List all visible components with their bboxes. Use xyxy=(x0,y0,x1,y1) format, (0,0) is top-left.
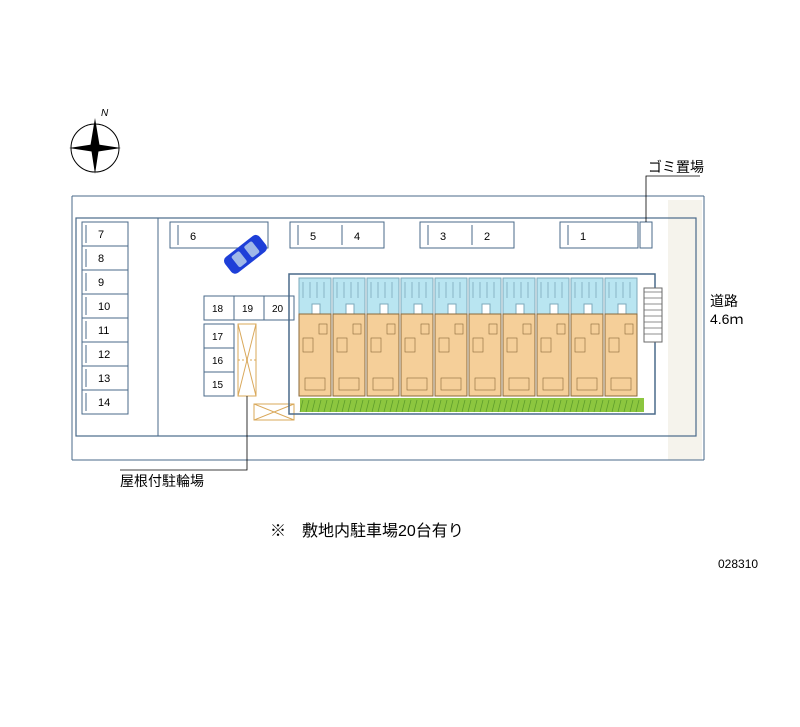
parking-note: ※ 敷地内駐車場20台有り xyxy=(270,521,464,540)
parking-number: 13 xyxy=(98,373,110,385)
parking-space-left xyxy=(82,246,128,270)
bike-parking xyxy=(238,324,294,420)
parking-number: 15 xyxy=(212,380,224,391)
leader-line xyxy=(120,396,247,470)
unit xyxy=(333,278,365,396)
unit xyxy=(605,278,637,396)
parking-bay-top xyxy=(560,222,638,248)
parking-bay-top xyxy=(290,222,384,248)
parking-number: 3 xyxy=(440,231,446,243)
unit xyxy=(299,278,331,396)
parking-number: 10 xyxy=(98,301,110,313)
plan-id: 028310 xyxy=(718,557,758,571)
unit xyxy=(571,278,603,396)
parking-number: 11 xyxy=(98,325,109,337)
unit xyxy=(537,278,569,396)
unit xyxy=(469,278,501,396)
road-right xyxy=(668,200,702,460)
parking-number: 2 xyxy=(484,231,490,243)
parking-space-left xyxy=(82,270,128,294)
road-label: 道路 xyxy=(710,293,738,309)
bike-parking-label: 屋根付駐輪場 xyxy=(120,473,204,489)
parking-space-left xyxy=(82,222,128,246)
unit xyxy=(503,278,535,396)
parking-number: 8 xyxy=(98,253,104,265)
parking-number: 17 xyxy=(212,332,224,343)
parking-number: 19 xyxy=(242,304,254,315)
unit xyxy=(401,278,433,396)
parking-number: 4 xyxy=(354,231,360,243)
parking-number: 16 xyxy=(212,356,224,367)
parking-number: 14 xyxy=(98,397,110,409)
parking-number: 7 xyxy=(98,229,104,241)
grass-strip xyxy=(300,398,644,412)
parking-number: 18 xyxy=(212,304,224,315)
parking-number: 5 xyxy=(310,231,316,243)
unit xyxy=(367,278,399,396)
svg-text:N: N xyxy=(101,108,109,119)
parking-number: 1 xyxy=(580,231,586,243)
parking-number: 9 xyxy=(98,277,104,289)
site-plan: N 7 8 9 10 11 12 13 14 6 5 4 3 2 1 18 19 20 17 16 15 ゴミ置場屋根付駐… xyxy=(0,0,800,727)
road-width-label: 4.6ｍ xyxy=(710,311,743,327)
parking-bay-top xyxy=(420,222,514,248)
compass-icon: N xyxy=(69,108,121,174)
stairs-icon xyxy=(644,288,662,342)
parking-number: 6 xyxy=(190,231,196,243)
car-icon xyxy=(222,233,269,276)
parking-number: 20 xyxy=(272,304,284,315)
parking-number: 12 xyxy=(98,349,110,361)
unit xyxy=(435,278,467,396)
garbage-label: ゴミ置場 xyxy=(648,159,704,175)
garbage-area xyxy=(640,222,652,248)
